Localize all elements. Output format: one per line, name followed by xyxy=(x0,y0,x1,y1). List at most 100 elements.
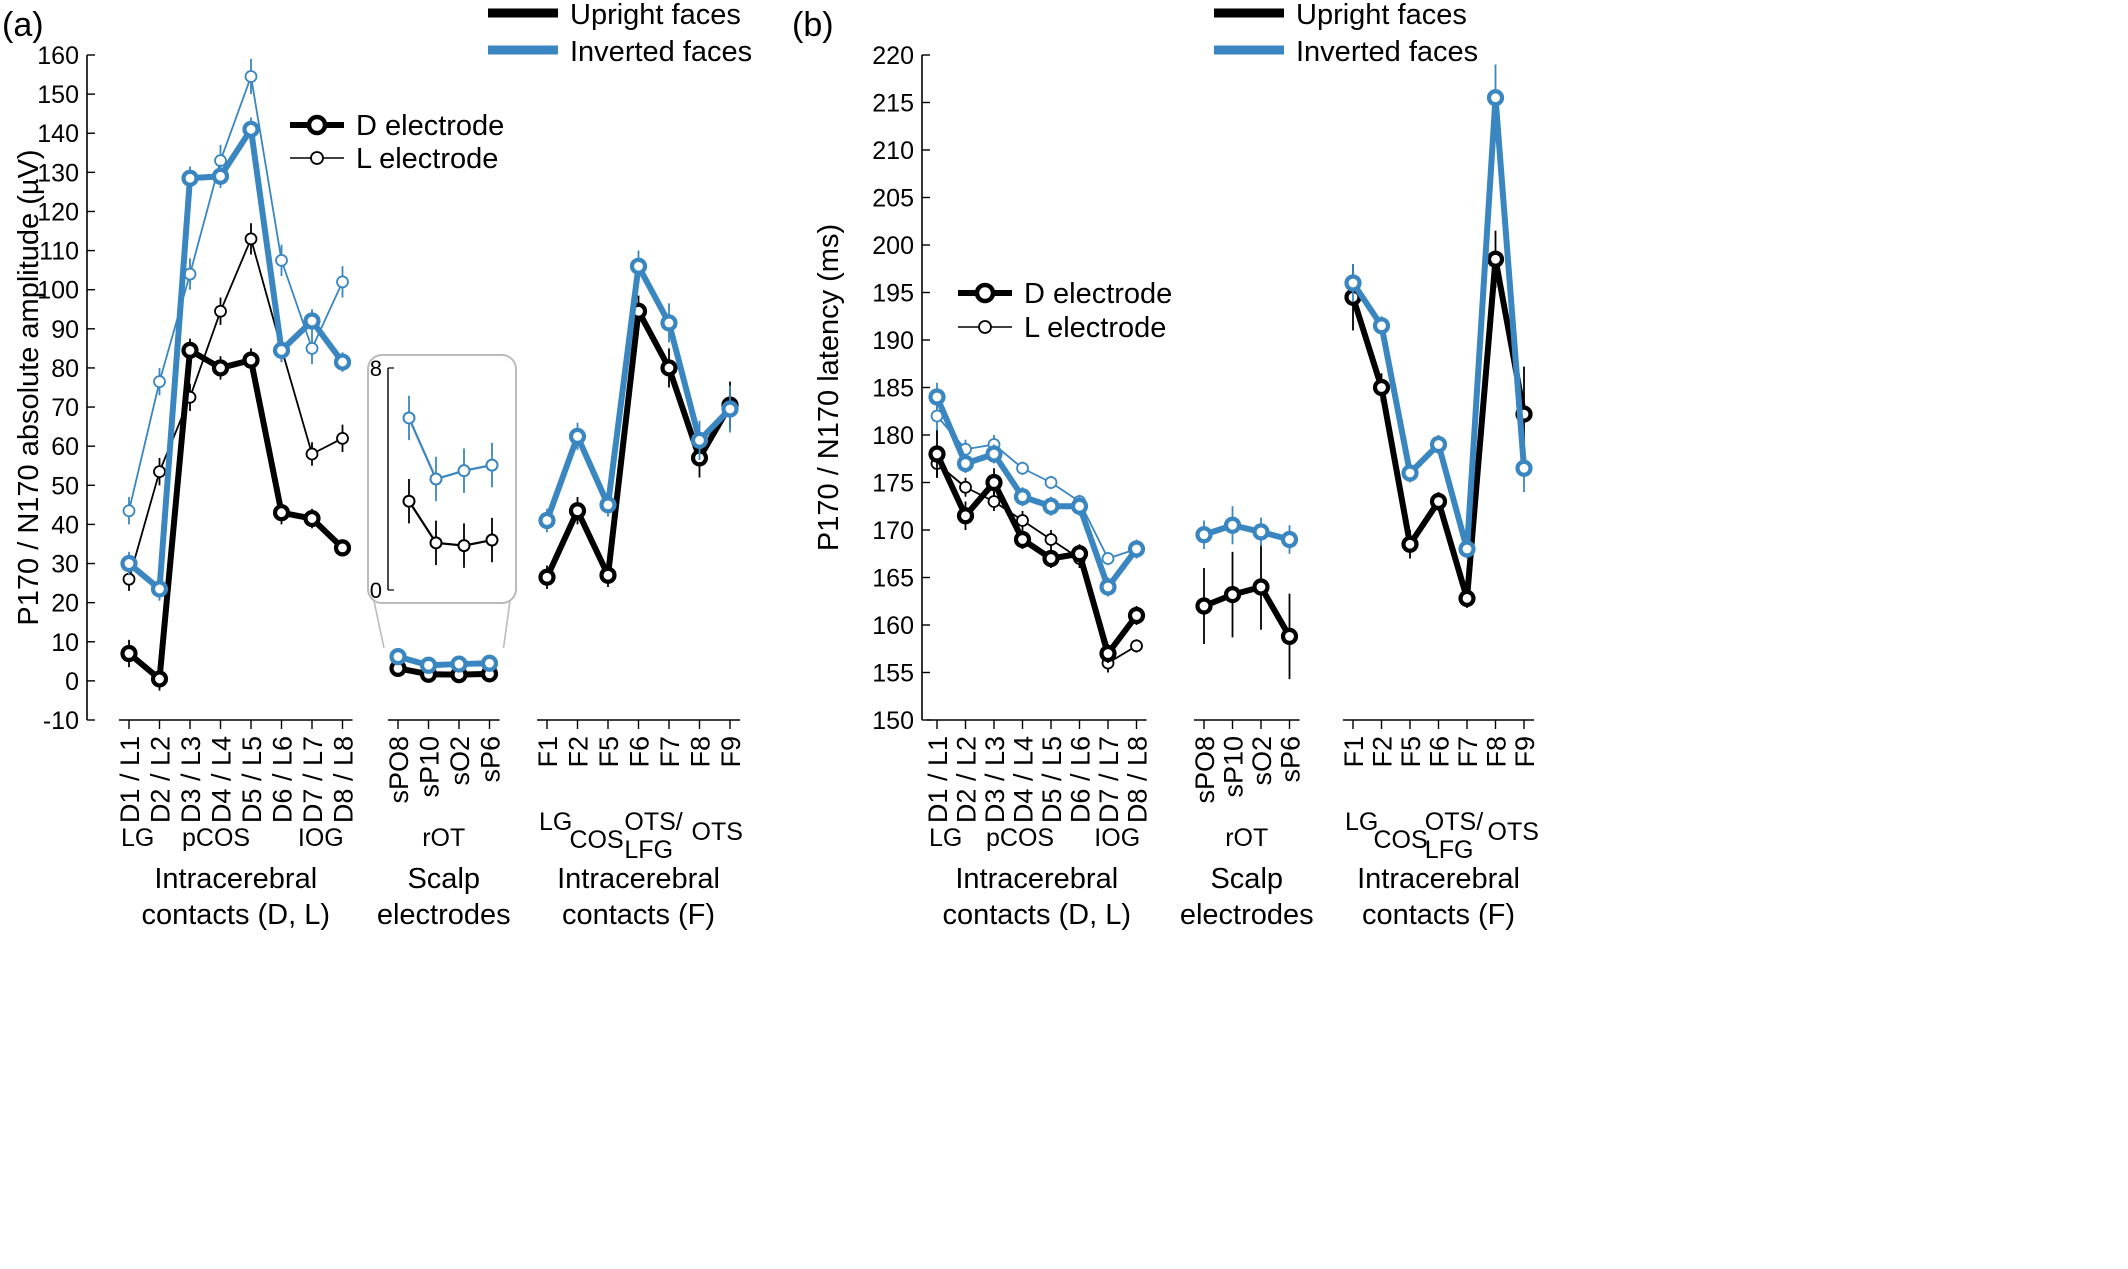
data-point xyxy=(1372,378,1391,397)
x-tick-label: F1 xyxy=(1339,736,1369,768)
x-tick-label: F7 xyxy=(1453,736,1483,768)
y-tick-label: 80 xyxy=(51,355,79,383)
x-tick-label: F5 xyxy=(1396,736,1426,768)
data-point xyxy=(1099,578,1117,596)
series-d-electrode-inverted xyxy=(120,117,352,601)
legend-label: Inverted faces xyxy=(1296,36,1478,68)
series-line xyxy=(408,500,493,547)
data-point xyxy=(181,341,199,359)
y-tick-label: 130 xyxy=(37,159,79,187)
y-tick-label: 170 xyxy=(872,517,914,545)
x-tick-label: F6 xyxy=(625,736,655,768)
data-point xyxy=(1401,535,1419,553)
x-tick-label: D6 / L6 xyxy=(1066,736,1096,823)
x-tick-label: D4 / L4 xyxy=(207,736,237,823)
y-tick-label: 185 xyxy=(872,375,914,403)
series-d-electrode-upright xyxy=(120,338,352,691)
group-caption: Intracerebral xyxy=(154,863,317,895)
data-point xyxy=(450,655,468,673)
x-tick-label: F9 xyxy=(716,736,746,768)
data-point xyxy=(660,314,678,332)
data-point xyxy=(244,232,258,246)
y-axis-label: P170 / N170 absolute amplitude (µV) xyxy=(13,149,45,625)
group-caption: Scalp xyxy=(1210,863,1283,895)
group-caption: Intracerebral xyxy=(557,863,720,895)
x-tick-label: F6 xyxy=(1425,736,1455,768)
data-point xyxy=(1044,476,1058,489)
data-point xyxy=(389,648,407,666)
data-point xyxy=(150,580,169,598)
data-point xyxy=(1280,530,1299,549)
data-point xyxy=(333,539,352,557)
data-point xyxy=(1458,589,1476,608)
data-point xyxy=(122,504,136,518)
y-tick-label: 210 xyxy=(872,137,914,165)
data-point xyxy=(1280,627,1299,646)
y-tick-label: 205 xyxy=(872,185,914,213)
legend-label: D electrode xyxy=(1024,278,1172,310)
x-tick-label: sO2 xyxy=(445,736,475,786)
data-point xyxy=(303,509,321,528)
data-point xyxy=(1127,606,1146,625)
x-tick-label: F1 xyxy=(533,736,563,768)
data-point xyxy=(985,473,1003,492)
series-d-electrode-upright xyxy=(928,430,1146,663)
data-point xyxy=(1195,526,1213,544)
y-tick-label: 0 xyxy=(65,668,79,696)
region-label: pCOS xyxy=(986,824,1054,852)
group-caption: contacts (D, L) xyxy=(141,899,330,931)
y-tick-label: 90 xyxy=(51,316,79,344)
y-tick-label: 40 xyxy=(51,511,79,539)
region-label: OTS xyxy=(1488,818,1539,846)
series-d-electrode-upright xyxy=(1344,230,1533,608)
y-tick-label: 220 xyxy=(872,42,914,70)
data-point xyxy=(721,400,739,418)
data-point xyxy=(1013,488,1032,506)
data-point xyxy=(305,341,319,355)
x-tick-label: D2 / L2 xyxy=(952,736,982,823)
x-tick-label: F2 xyxy=(1368,736,1398,768)
data-point xyxy=(1344,274,1362,292)
series-line xyxy=(1203,522,1291,543)
x-tick-label: F8 xyxy=(686,736,716,768)
y-tick-label: 175 xyxy=(872,470,914,498)
data-point xyxy=(1252,523,1270,541)
y-tick-label: 70 xyxy=(51,394,79,422)
data-point xyxy=(457,539,471,553)
data-point xyxy=(153,465,166,479)
data-point xyxy=(1099,644,1117,663)
data-point xyxy=(1515,459,1533,477)
region-label: rOT xyxy=(422,824,465,852)
y-tick-label: 200 xyxy=(872,232,914,260)
y-tick-label: 50 xyxy=(51,472,79,500)
y-tick-label: 195 xyxy=(872,280,914,308)
x-tick-label: D5 / L5 xyxy=(237,736,267,823)
legend-electrode-marker xyxy=(310,151,324,165)
data-point xyxy=(1458,540,1476,558)
legend-label: D electrode xyxy=(356,110,504,142)
region-label: OTS/LFG xyxy=(1425,808,1483,864)
y-tick-label: 190 xyxy=(872,327,914,355)
panel-label: (a) xyxy=(2,6,44,44)
panel-label: (b) xyxy=(792,6,834,44)
data-point xyxy=(568,427,587,445)
x-tick-label: F5 xyxy=(594,736,624,768)
series-line xyxy=(1350,256,1527,602)
data-point xyxy=(333,353,352,371)
data-point xyxy=(244,70,258,83)
x-tick-label: D6 / L6 xyxy=(268,736,298,823)
region-label: rOT xyxy=(1225,824,1268,852)
data-point xyxy=(485,533,499,547)
y-tick-label: 160 xyxy=(37,42,79,70)
series-line xyxy=(128,237,343,580)
region-label: COS xyxy=(1374,826,1428,854)
data-point xyxy=(457,464,471,478)
data-point xyxy=(122,572,136,586)
data-point xyxy=(1195,597,1213,615)
x-tick-label: sPO8 xyxy=(1190,736,1220,804)
series-line xyxy=(1202,584,1293,638)
data-point xyxy=(485,458,499,472)
data-point xyxy=(1070,497,1089,515)
